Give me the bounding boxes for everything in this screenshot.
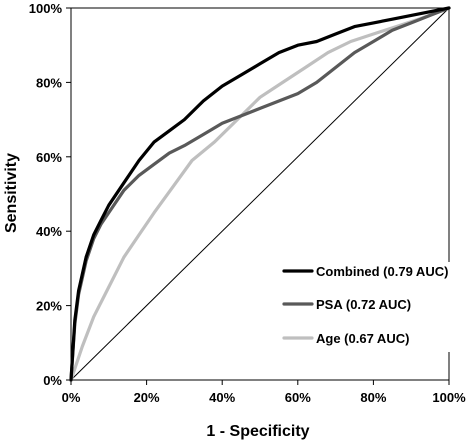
series-line-2 [69, 6, 451, 382]
y-tick-label: 100% [29, 1, 63, 16]
x-tick-label: 0% [62, 390, 81, 405]
plot-area-frame [70, 7, 450, 381]
y-tick-label: 0% [43, 373, 62, 388]
legend-label: Combined (0.79 AUC) [316, 264, 448, 279]
y-tick-label: 40% [36, 224, 62, 239]
y-axis-label: Sensitivity [3, 153, 20, 233]
legend-label: Age (0.67 AUC) [316, 331, 409, 346]
y-tick-label: 80% [36, 75, 62, 90]
x-tick-label: 20% [134, 390, 160, 405]
series-line-0 [69, 6, 451, 382]
x-axis-label: 1 - Specificity [206, 423, 309, 440]
legend-label: PSA (0.72 AUC) [316, 297, 411, 312]
x-tick-label: 60% [285, 390, 311, 405]
x-tick-label: 100% [432, 390, 466, 405]
y-tick-label: 60% [36, 150, 62, 165]
x-tick-label: 80% [360, 390, 386, 405]
x-tick-label: 40% [209, 390, 235, 405]
reference-diagonal-line [70, 7, 450, 381]
y-tick-label: 20% [36, 299, 62, 314]
